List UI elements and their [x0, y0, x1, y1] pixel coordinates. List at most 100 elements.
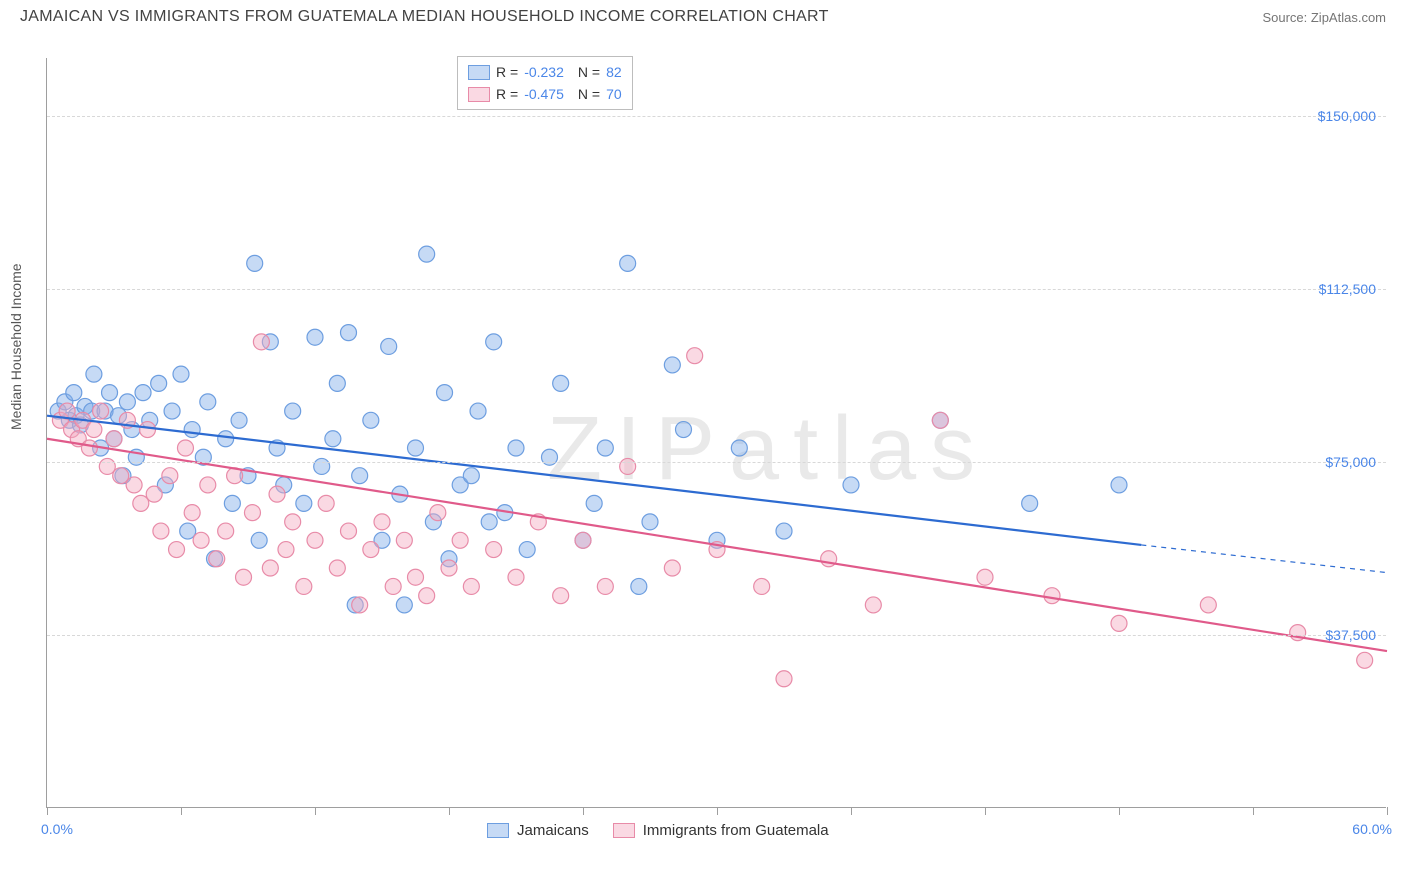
data-point: [86, 366, 102, 382]
data-point: [126, 477, 142, 493]
data-point: [430, 505, 446, 521]
gridline: [47, 635, 1386, 636]
data-point: [200, 477, 216, 493]
x-tick: [47, 807, 48, 815]
stat-r-label: R =: [496, 86, 518, 102]
data-point: [106, 431, 122, 447]
data-point: [146, 486, 162, 502]
data-point: [164, 403, 180, 419]
stat-n-value: 70: [606, 86, 622, 102]
data-point: [244, 505, 260, 521]
data-point: [231, 412, 247, 428]
data-point: [262, 560, 278, 576]
data-point: [1022, 495, 1038, 511]
data-point: [180, 523, 196, 539]
legend-series: Jamaicans Immigrants from Guatemala: [487, 822, 829, 839]
data-point: [977, 569, 993, 585]
data-point: [776, 523, 792, 539]
stat-r-label: R =: [496, 64, 518, 80]
data-point: [133, 495, 149, 511]
stat-r-value: -0.475: [524, 86, 564, 102]
data-point: [296, 495, 312, 511]
data-point: [575, 532, 591, 548]
data-point: [437, 385, 453, 401]
source-label: Source: ZipAtlas.com: [1262, 10, 1386, 25]
trend-line: [47, 439, 1387, 651]
data-point: [463, 578, 479, 594]
data-point: [508, 440, 524, 456]
x-tick: [315, 807, 316, 815]
data-point: [177, 440, 193, 456]
data-point: [463, 468, 479, 484]
data-point: [553, 588, 569, 604]
chart-title: JAMAICAN VS IMMIGRANTS FROM GUATEMALA ME…: [20, 8, 829, 26]
x-axis-max-label: 60.0%: [1352, 821, 1392, 837]
data-point: [224, 495, 240, 511]
data-point: [307, 329, 323, 345]
data-point: [135, 385, 151, 401]
data-point: [140, 422, 156, 438]
data-point: [363, 412, 379, 428]
data-point: [184, 422, 200, 438]
trend-line-extrapolation: [1141, 545, 1387, 573]
y-tick-label: $37,500: [1325, 627, 1376, 643]
swatch-icon: [487, 823, 509, 838]
data-point: [93, 403, 109, 419]
data-point: [932, 412, 948, 428]
data-point: [687, 348, 703, 364]
legend-label: Jamaicans: [517, 822, 589, 839]
x-axis-min-label: 0.0%: [41, 821, 73, 837]
data-point: [631, 578, 647, 594]
data-point: [352, 597, 368, 613]
data-point: [86, 422, 102, 438]
x-tick: [181, 807, 182, 815]
x-tick: [851, 807, 852, 815]
data-point: [664, 357, 680, 373]
data-point: [102, 385, 118, 401]
x-tick: [1253, 807, 1254, 815]
data-point: [396, 597, 412, 613]
data-point: [843, 477, 859, 493]
x-tick: [449, 807, 450, 815]
data-point: [251, 532, 267, 548]
y-axis-label: Median Household Income: [8, 263, 24, 430]
data-point: [329, 375, 345, 391]
x-tick: [1119, 807, 1120, 815]
legend-stats: R = -0.232 N = 82 R = -0.475 N = 70: [457, 56, 633, 110]
data-point: [385, 578, 401, 594]
data-point: [1044, 588, 1060, 604]
data-point: [285, 403, 301, 419]
data-point: [1111, 477, 1127, 493]
data-point: [452, 532, 468, 548]
legend-stats-row-0: R = -0.232 N = 82: [468, 61, 622, 83]
data-point: [247, 255, 263, 271]
data-point: [325, 431, 341, 447]
stat-r-value: -0.232: [524, 64, 564, 80]
data-point: [597, 578, 613, 594]
data-point: [66, 385, 82, 401]
data-point: [296, 578, 312, 594]
stat-n-label: N =: [578, 64, 600, 80]
data-point: [278, 542, 294, 558]
x-tick: [583, 807, 584, 815]
data-point: [363, 542, 379, 558]
data-point: [664, 560, 680, 576]
scatter-plot-svg: [47, 58, 1386, 807]
data-point: [318, 495, 334, 511]
data-point: [374, 514, 390, 530]
data-point: [396, 532, 412, 548]
data-point: [470, 403, 486, 419]
data-point: [218, 523, 234, 539]
legend-stats-row-1: R = -0.475 N = 70: [468, 83, 622, 105]
data-point: [218, 431, 234, 447]
data-point: [776, 671, 792, 687]
data-point: [200, 394, 216, 410]
data-point: [151, 375, 167, 391]
data-point: [184, 505, 200, 521]
data-point: [285, 514, 301, 530]
data-point: [307, 532, 323, 548]
data-point: [153, 523, 169, 539]
data-point: [586, 495, 602, 511]
data-point: [269, 486, 285, 502]
swatch-icon: [468, 65, 490, 80]
